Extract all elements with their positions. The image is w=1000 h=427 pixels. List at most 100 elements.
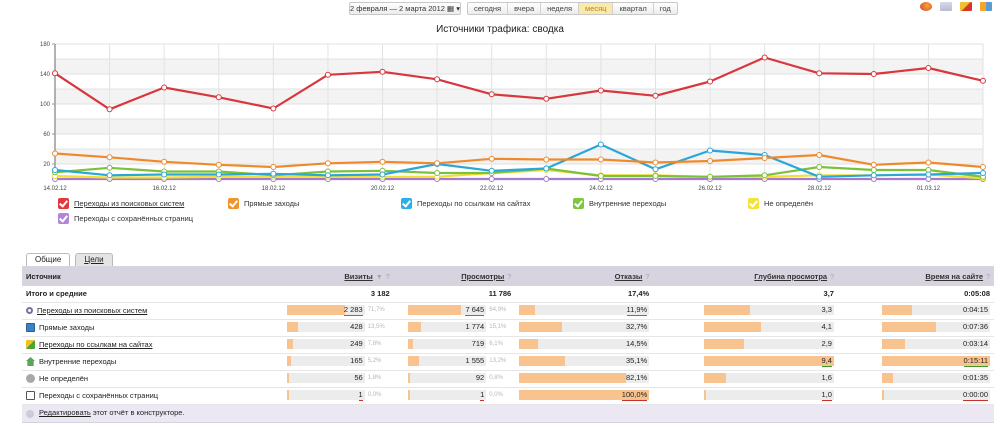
col-visits[interactable]: Визиты ▼? (282, 266, 394, 286)
col-views[interactable]: Просмотры? (393, 266, 516, 286)
visits-bar-wrap: 56 1,8% (286, 372, 390, 383)
visits-value: 249 (350, 338, 363, 348)
depth-bar-fill (703, 321, 761, 332)
data-point (543, 95, 550, 102)
table-row[interactable]: Прямые заходы 428 13,5% 1 774 15,1% 32,7% 4,1 0… (22, 319, 994, 337)
table-row[interactable]: Переходы из поисковых систем 2 283 71,7% 7 … (22, 302, 994, 320)
edit-report-link[interactable]: Редактировать (39, 408, 91, 418)
legend-item[interactable]: Переходы из поисковых систем (58, 198, 184, 209)
time-bar-fill (882, 321, 936, 332)
data-point (816, 164, 823, 170)
data-point (324, 172, 331, 179)
data-point (161, 158, 168, 165)
data-point (870, 167, 877, 173)
visits-percent: 1,8% (367, 374, 382, 381)
tab-0[interactable]: Общие (26, 253, 71, 266)
footer-row: Редактировать этот отчёт в конструкторе. (22, 404, 994, 423)
data-point (488, 176, 495, 182)
data-point (980, 77, 986, 84)
col-time-label[interactable]: Время на сайте (925, 271, 984, 281)
source-name: Прямые заходы (39, 323, 95, 332)
legend-item[interactable]: Внутренние переходы (573, 198, 666, 209)
period-button[interactable]: квартал (613, 3, 654, 14)
time-bar-fill (882, 372, 893, 383)
period-button[interactable]: вчера (508, 3, 542, 14)
table-row[interactable]: Внутренние переходы 165 5,2% 1 555 13,2% 35,1… (22, 353, 994, 371)
email-icon[interactable] (940, 2, 952, 11)
period-button[interactable]: год (653, 3, 677, 14)
col-bounces-label[interactable]: Отказы (614, 271, 643, 281)
time-bar-wrap: 0:00:00 (882, 389, 990, 401)
help-icon[interactable]: ? (986, 273, 990, 281)
col-depth-label[interactable]: Глубина просмотра (754, 271, 828, 281)
bounces-value: 35,1% (625, 355, 648, 365)
visits-bar-fill (286, 321, 298, 332)
time-cell: 0:04:15 (837, 302, 994, 320)
help-icon[interactable]: ? (507, 273, 512, 281)
period-button[interactable]: месяц (579, 3, 614, 14)
legend-item[interactable]: Переходы по ссылкам на сайтах (401, 198, 530, 209)
bounces-bar-wrap: 14,5% (519, 338, 650, 349)
views-cell: 7 645 64,9% (393, 302, 516, 320)
source-name[interactable]: Переходы по ссылкам на сайтах (39, 340, 153, 349)
help-icon[interactable]: ? (645, 273, 650, 281)
checkbox-checked-icon[interactable] (228, 198, 239, 209)
time-bar: 0:01:35 (882, 372, 990, 383)
depth-cell: 3,3 (653, 302, 838, 320)
tab-1[interactable]: Цели (75, 253, 113, 266)
checkbox-checked-icon[interactable] (748, 198, 759, 209)
col-views-label[interactable]: Просмотры (461, 271, 505, 281)
source-cell: Переходы из поисковых систем (22, 302, 283, 320)
help-icon[interactable]: ? (385, 273, 390, 281)
table-row[interactable]: Переходы по ссылкам на сайтах 249 7,8% 719 6… (22, 336, 994, 354)
depth-value: 1,6 (821, 372, 832, 382)
views-cell: 1 774 15,1% (393, 319, 516, 337)
search-icon (26, 307, 33, 314)
data-point (215, 94, 222, 101)
data-point (980, 170, 986, 176)
col-visits-label[interactable]: Визиты (344, 271, 373, 281)
checkbox-checked-icon[interactable] (573, 198, 584, 209)
legend-item[interactable]: Переходы с сохранённых страниц (58, 213, 193, 224)
time-value: 0:15:11 (963, 355, 988, 367)
col-time[interactable]: Время на сайте? (837, 266, 994, 286)
checkbox-checked-icon[interactable] (401, 198, 412, 209)
date-range-picker[interactable]: 2 февраля — 2 марта 2012 ▦ ▾ (349, 2, 461, 15)
checkbox-checked-icon[interactable] (58, 213, 69, 224)
depth-bar: 3,3 (703, 304, 834, 315)
time-cell: 0:00:00 (837, 387, 994, 405)
pdf-icon[interactable] (960, 2, 972, 11)
period-button[interactable]: сегодня (468, 3, 509, 14)
data-point (270, 105, 277, 112)
settings-icon (26, 409, 34, 418)
legend-item[interactable]: Не определён (748, 198, 813, 209)
sort-desc-icon[interactable]: ▼ (375, 273, 383, 281)
col-depth[interactable]: Глубина просмотра? (653, 266, 838, 286)
source-name: Переходы с сохранённых страниц (39, 391, 159, 400)
visits-bar: 1 (286, 389, 365, 401)
grid-band (55, 119, 983, 134)
help-icon[interactable]: ? (830, 273, 834, 281)
source-name[interactable]: Переходы из поисковых систем (37, 306, 148, 315)
depth-bar-wrap: 9,4 (703, 355, 834, 367)
depth-bar-wrap: 1,0 (703, 389, 834, 401)
depth-bar: 9,4 (703, 355, 834, 367)
period-button[interactable]: неделя (541, 3, 580, 14)
data-point (870, 71, 877, 77)
excel-icon[interactable] (980, 2, 992, 11)
col-bounces[interactable]: Отказы? (515, 266, 654, 286)
bounces-bar-wrap: 35,1% (519, 355, 650, 366)
depth-cell: 9,4 (653, 353, 838, 371)
data-point (324, 71, 331, 78)
legend-item[interactable]: Прямые заходы (228, 198, 299, 209)
firefox-icon[interactable] (920, 2, 932, 11)
table-row[interactable]: Переходы с сохранённых страниц 1 0,0% 1 0,0%… (22, 387, 994, 405)
checkbox-checked-icon[interactable] (58, 198, 69, 209)
visits-bar: 2 283 (286, 304, 365, 316)
data-point (434, 76, 441, 83)
bounces-bar-fill (519, 355, 565, 366)
chevron-down-icon: ▾ (456, 4, 460, 13)
views-bar-fill (408, 338, 414, 349)
data-point (543, 176, 550, 182)
table-row[interactable]: Не определён 56 1,8% 92 0,8% 82,1% 1,6 0:01:35 (22, 370, 994, 388)
